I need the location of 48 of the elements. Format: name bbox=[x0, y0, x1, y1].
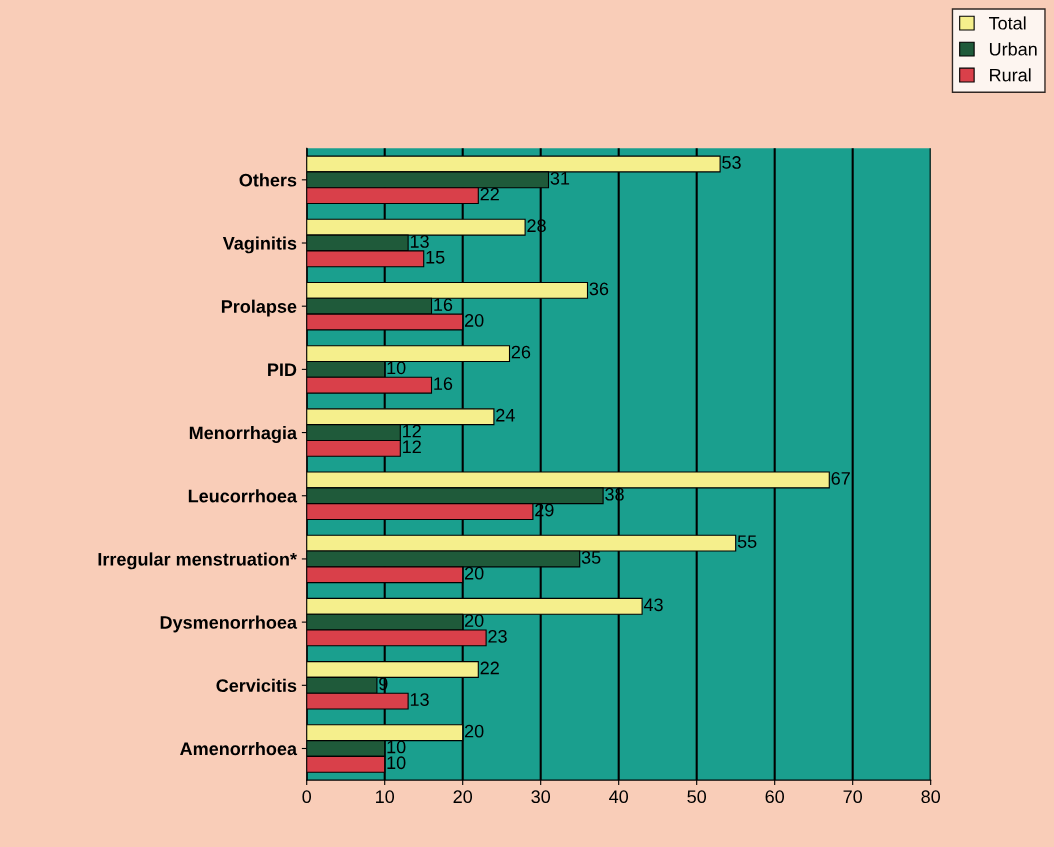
data-label: 20 bbox=[465, 314, 484, 327]
x-tick-label: 50 bbox=[687, 790, 707, 804]
data-label: 55 bbox=[737, 535, 757, 548]
data-label: 12 bbox=[403, 424, 421, 438]
legend-label: Rural bbox=[990, 68, 1031, 82]
data-label: 10 bbox=[387, 361, 406, 375]
data-label: 53 bbox=[722, 156, 741, 169]
y-tick-label: Cervicitis bbox=[216, 678, 297, 693]
x-tick-label: 40 bbox=[609, 790, 629, 804]
data-label: 13 bbox=[410, 235, 429, 248]
data-label: 22 bbox=[480, 187, 499, 201]
data-label: 43 bbox=[643, 598, 663, 612]
data-label: 23 bbox=[488, 629, 507, 643]
x-tick-label: 60 bbox=[765, 790, 785, 804]
x-tick-label: 70 bbox=[843, 790, 863, 804]
x-tick-label: 10 bbox=[376, 790, 395, 804]
data-label: 15 bbox=[426, 251, 445, 264]
y-tick-label: Prolapse bbox=[221, 299, 297, 317]
x-tick-label: 20 bbox=[453, 790, 473, 804]
y-tick-label: Irregular menstruation* bbox=[98, 552, 297, 570]
x-tick-label: 0 bbox=[302, 790, 312, 804]
data-label: 10 bbox=[387, 740, 406, 754]
data-label: 67 bbox=[831, 472, 850, 485]
y-tick-label: Amenorrhoea bbox=[180, 741, 298, 756]
data-label: 20 bbox=[465, 724, 484, 738]
y-tick-label: Dysmenorrhoea bbox=[160, 615, 298, 633]
y-tick-label: Leucorrhoea bbox=[188, 489, 298, 503]
y-tick-label: Menorrhagia bbox=[189, 426, 298, 443]
data-label: 35 bbox=[581, 551, 601, 564]
data-label: 13 bbox=[410, 693, 429, 706]
x-tick-label: 80 bbox=[921, 790, 941, 804]
data-label: 16 bbox=[434, 298, 453, 312]
data-label: 22 bbox=[480, 661, 499, 675]
data-label: 10 bbox=[387, 756, 406, 770]
y-tick-label: Vaginitis bbox=[222, 236, 297, 254]
data-label: 20 bbox=[465, 566, 484, 580]
y-tick-label: PID bbox=[268, 363, 297, 376]
data-label: 24 bbox=[496, 408, 515, 422]
legend-label: Urban bbox=[989, 42, 1037, 56]
y-tick-label: Others bbox=[239, 173, 297, 187]
x-tick-label: 30 bbox=[531, 790, 551, 804]
data-label: 36 bbox=[589, 282, 609, 296]
data-label: 26 bbox=[511, 345, 531, 359]
data-label: 16 bbox=[434, 377, 453, 391]
data-label: 31 bbox=[550, 171, 570, 185]
data-label: 12 bbox=[403, 440, 421, 454]
legend-label: Total bbox=[988, 16, 1026, 30]
data-label: 20 bbox=[465, 614, 484, 627]
